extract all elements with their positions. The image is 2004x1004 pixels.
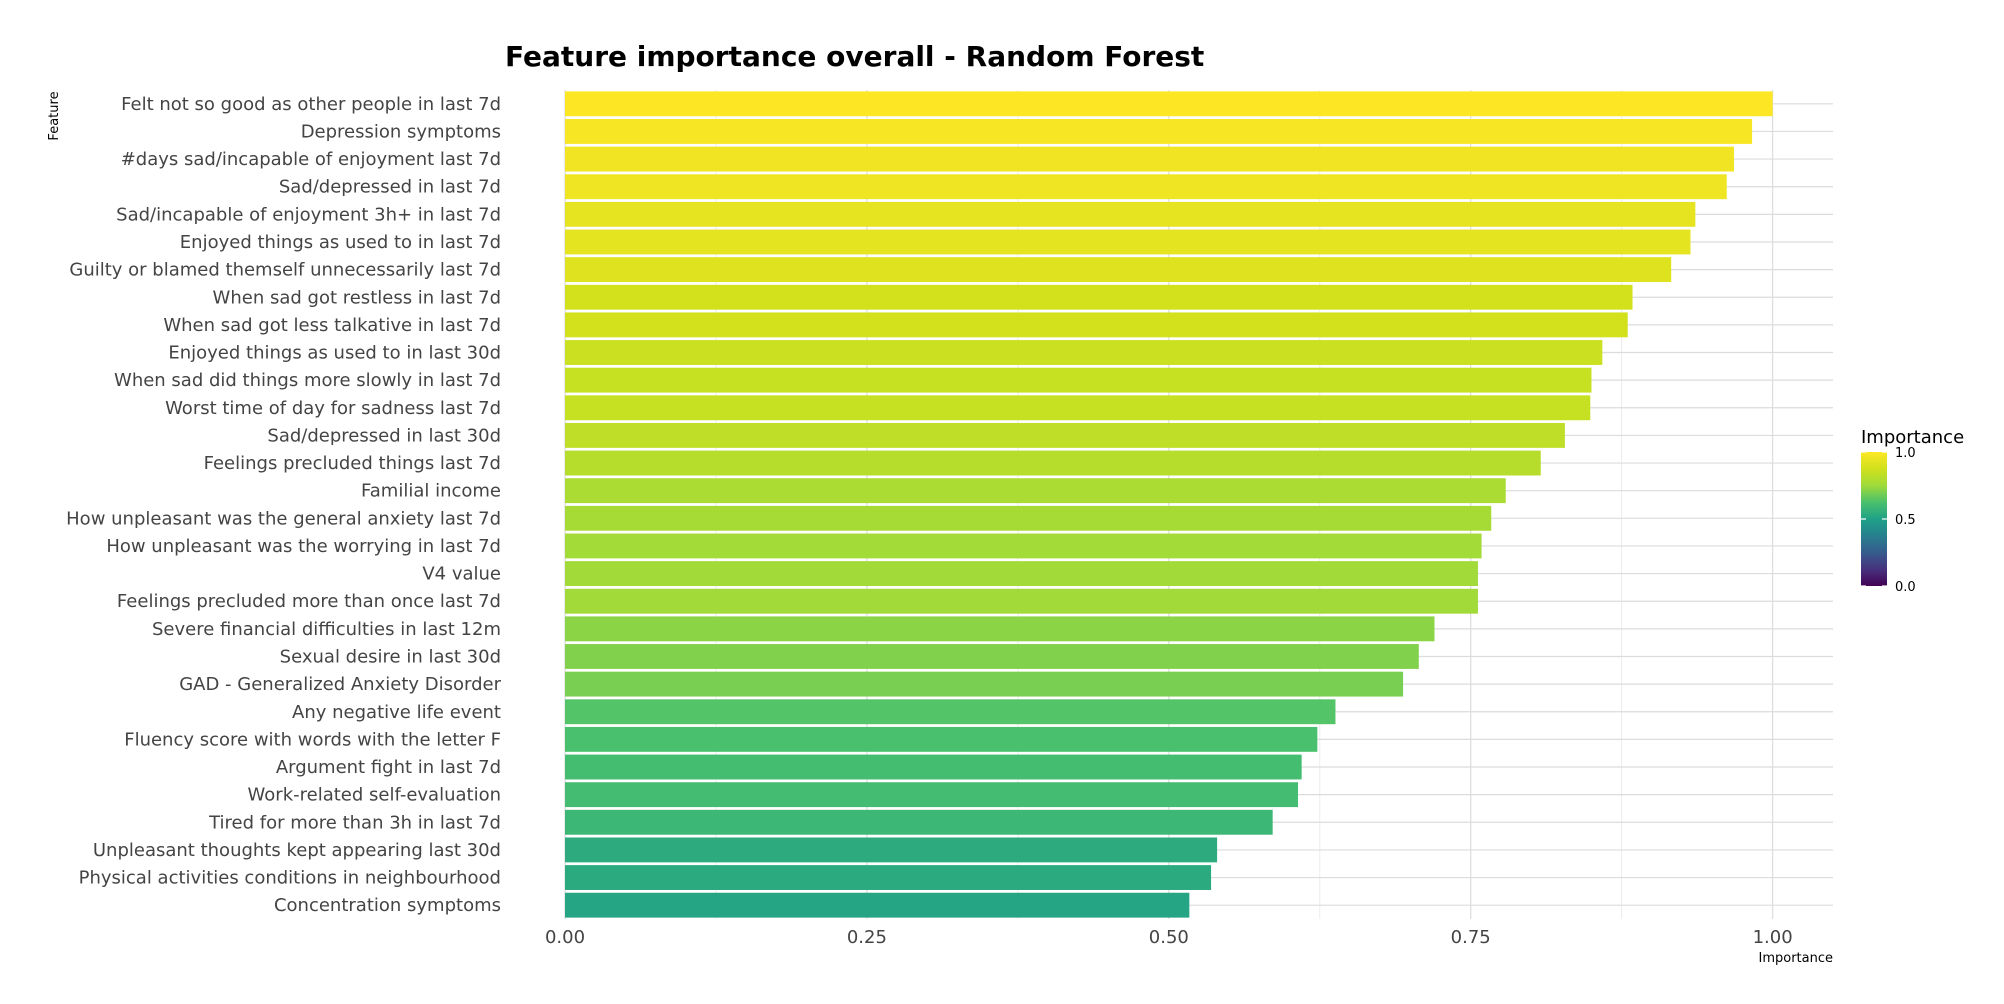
legend: Importance 1.0 0.5 0.0 xyxy=(1861,427,1964,595)
legend-tick-label: 0.0 xyxy=(1895,580,1916,595)
y-tick-label: Sad/incapable of enjoyment 3h+ in last 7… xyxy=(116,204,501,225)
y-tick-labels: Felt not so good as other people in last… xyxy=(66,94,501,916)
y-axis-title: Feature xyxy=(47,91,62,140)
y-tick-label: Sad/depressed in last 7d xyxy=(279,177,501,198)
legend-ticks: 1.0 0.5 0.0 xyxy=(1861,446,1916,595)
x-tick-labels: 0.00 0.25 0.50 0.75 1.00 xyxy=(545,927,1793,948)
y-tick-label: How unpleasant was the worrying in last … xyxy=(106,536,501,557)
bar xyxy=(565,395,1591,421)
bar xyxy=(565,422,1565,448)
x-tick-label: 1.00 xyxy=(1753,927,1793,948)
bar xyxy=(565,478,1506,504)
y-tick-label: Fluency score with words with the letter… xyxy=(124,729,501,750)
bar xyxy=(565,754,1302,780)
y-tick-label: Feelings precluded more than once last 7… xyxy=(117,591,501,612)
bar xyxy=(565,312,1628,338)
bar xyxy=(565,174,1727,200)
bar xyxy=(565,201,1696,227)
y-tick-label: When sad got less talkative in last 7d xyxy=(163,315,501,336)
bar xyxy=(565,809,1273,835)
bar xyxy=(565,726,1318,752)
y-tick-label: Concentration symptoms xyxy=(274,895,501,916)
bar xyxy=(565,505,1492,531)
bar xyxy=(565,146,1734,172)
legend-title: Importance xyxy=(1861,427,1964,448)
y-tick-label: Worst time of day for sadness last 7d xyxy=(165,398,501,419)
bar xyxy=(565,340,1603,365)
y-tick-label: #days sad/incapable of enjoyment last 7d xyxy=(121,149,501,170)
bar xyxy=(565,837,1218,863)
x-tick-label: 0.50 xyxy=(1149,927,1189,948)
chart-title: Feature importance overall - Random Fore… xyxy=(505,40,1204,73)
y-tick-label: Feelings precluded things last 7d xyxy=(204,453,501,474)
bar xyxy=(565,699,1336,725)
y-tick-label: How unpleasant was the general anxiety l… xyxy=(66,508,501,529)
y-tick-label: Argument fight in last 7d xyxy=(276,757,501,778)
bar xyxy=(565,367,1592,393)
y-tick-label: Familial income xyxy=(361,481,501,502)
bar xyxy=(565,229,1691,255)
y-tick-label: Tired for more than 3h in last 7d xyxy=(208,812,501,833)
y-tick-label: Enjoyed things as used to in last 7d xyxy=(180,232,501,253)
bar xyxy=(565,782,1299,808)
bar xyxy=(565,91,1773,117)
y-tick-label: When sad got restless in last 7d xyxy=(213,287,501,308)
bar xyxy=(565,119,1753,144)
y-tick-label: Work-related self-evaluation xyxy=(248,785,501,806)
bar xyxy=(565,284,1633,310)
bar xyxy=(565,892,1190,918)
x-axis-title: Importance xyxy=(1759,951,1834,966)
y-tick-label: Any negative life event xyxy=(292,702,501,723)
bar xyxy=(565,450,1541,476)
legend-tick-label: 0.5 xyxy=(1895,513,1916,528)
y-tick-label: Sad/depressed in last 30d xyxy=(267,425,501,446)
bar xyxy=(565,865,1212,890)
y-tick-label: Enjoyed things as used to in last 30d xyxy=(168,343,501,364)
bar xyxy=(565,257,1672,283)
bars xyxy=(565,91,1773,918)
y-tick-label: Depression symptoms xyxy=(301,121,501,142)
y-tick-label: Severe financial difficulties in last 12… xyxy=(152,619,501,640)
bar xyxy=(565,616,1435,642)
bar xyxy=(565,644,1419,669)
bar xyxy=(565,588,1478,614)
bar xyxy=(565,561,1478,587)
bar xyxy=(565,671,1404,697)
x-tick-label: 0.00 xyxy=(545,927,585,948)
x-tick-label: 0.25 xyxy=(847,927,887,948)
y-tick-label: Guilty or blamed themself unnecessarily … xyxy=(69,260,501,281)
y-tick-label: Sexual desire in last 30d xyxy=(280,646,501,667)
y-tick-label: Unpleasant thoughts kept appearing last … xyxy=(93,840,501,861)
y-tick-label: GAD - Generalized Anxiety Disorder xyxy=(179,674,501,695)
y-tick-label: Felt not so good as other people in last… xyxy=(121,94,501,115)
bar xyxy=(565,533,1482,559)
x-tick-label: 0.75 xyxy=(1451,927,1491,948)
legend-tick-label: 1.0 xyxy=(1895,446,1916,461)
y-tick-label: V4 value xyxy=(422,564,501,585)
y-tick-label: Physical activities conditions in neighb… xyxy=(79,868,501,889)
y-tick-label: When sad did things more slowly in last … xyxy=(114,370,501,391)
